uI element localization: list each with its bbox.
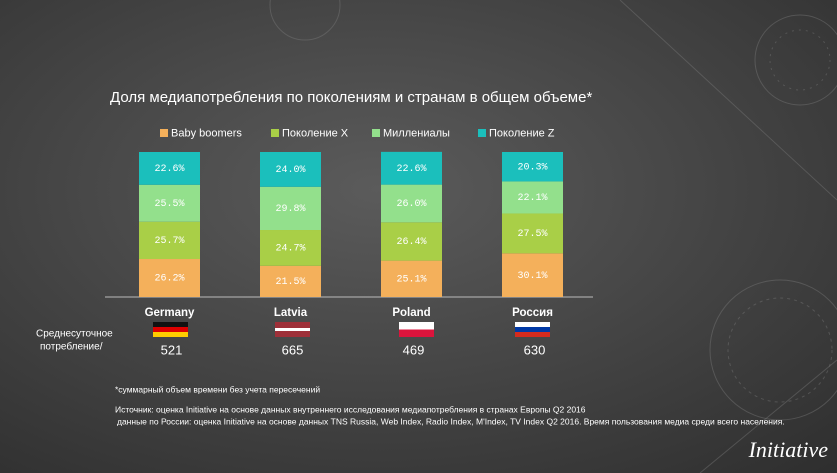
bar-segment xyxy=(260,152,321,187)
legend-swatch xyxy=(372,129,380,137)
bar-segment xyxy=(381,184,442,223)
consumption-value: 521 xyxy=(161,342,183,357)
bar-segment xyxy=(502,152,563,182)
data-label: 22.6% xyxy=(396,164,426,175)
bar-segment xyxy=(381,222,442,261)
data-label: 20.3% xyxy=(517,162,547,173)
legend-label: Поколение X xyxy=(282,127,349,139)
data-label: 22.1% xyxy=(517,193,547,204)
flag-poland xyxy=(399,322,434,337)
footnote: Источник: оценка Initiative на основе да… xyxy=(115,404,586,414)
data-label: 26.0% xyxy=(396,199,426,210)
chart-title: Доля медиапотребления по поколениям и ст… xyxy=(110,89,592,106)
data-label: 22.6% xyxy=(154,164,184,175)
data-label: 25.7% xyxy=(154,236,184,247)
bar-segment xyxy=(139,221,200,260)
bar-segment xyxy=(139,259,200,297)
bar-segment xyxy=(139,184,200,222)
x-tick-label: Россия xyxy=(512,307,553,319)
consumption-value: 630 xyxy=(524,342,546,357)
bar-segment xyxy=(502,253,563,297)
legend-label: Миллениалы xyxy=(383,127,450,139)
consumption-label: Среднесуточное xyxy=(36,329,113,340)
x-tick-label: Latvia xyxy=(274,307,308,319)
bar-segment xyxy=(260,265,321,297)
consumption-value: 469 xyxy=(403,342,425,357)
bar-segment xyxy=(381,260,442,297)
consumption-label: потребление/ xyxy=(40,341,103,353)
bar-segment xyxy=(260,186,321,231)
flag-russia xyxy=(515,322,550,337)
data-label: 29.8% xyxy=(275,204,305,215)
bar-segment xyxy=(260,230,321,266)
data-label: 24.0% xyxy=(275,165,305,176)
flag-germany xyxy=(153,322,188,337)
consumption-value: 665 xyxy=(282,342,304,357)
legend-swatch xyxy=(478,129,486,137)
legend-label: Baby boomers xyxy=(171,127,242,139)
bar-segment xyxy=(502,181,563,214)
legend-swatch xyxy=(271,129,279,137)
bar-segment xyxy=(381,151,442,185)
data-label: 26.2% xyxy=(154,274,184,285)
legend-swatch xyxy=(160,129,168,137)
logo: Initiative xyxy=(748,437,829,462)
footnote: данные по России: оценка Initiative на о… xyxy=(117,416,785,426)
data-label: 26.4% xyxy=(396,237,426,248)
decor xyxy=(269,0,837,473)
bar-segment xyxy=(139,152,200,185)
data-label: 21.5% xyxy=(275,277,305,288)
data-label: 27.5% xyxy=(517,229,547,240)
flag-latvia xyxy=(275,322,310,337)
data-label: 25.5% xyxy=(154,199,184,210)
data-label: 24.7% xyxy=(275,244,305,255)
bar-segment xyxy=(502,213,563,254)
data-label: 25.1% xyxy=(396,274,426,285)
legend-label: Поколение Z xyxy=(489,127,555,139)
footnote: *суммарный объем времени без учета перес… xyxy=(115,384,320,394)
x-tick-label: Germany xyxy=(145,307,195,319)
x-tick-label: Poland xyxy=(392,307,430,319)
data-label: 30.1% xyxy=(517,271,547,282)
